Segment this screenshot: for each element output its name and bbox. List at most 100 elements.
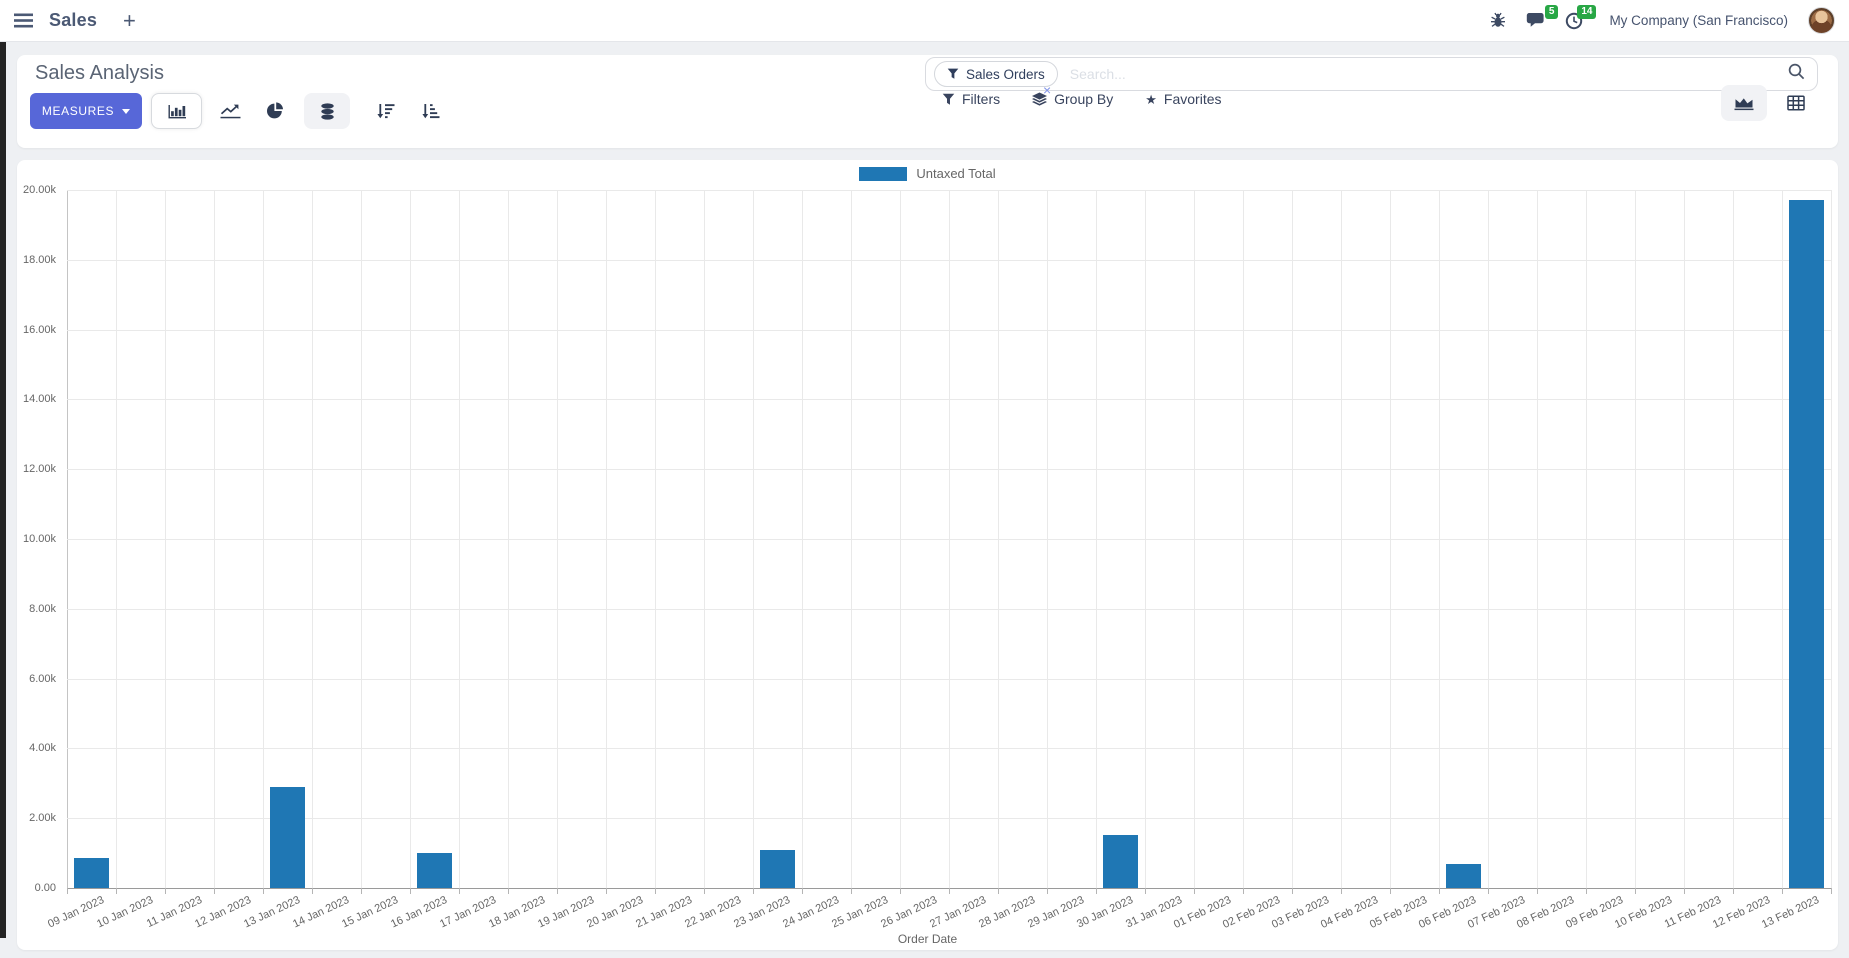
x-axis-tick xyxy=(606,888,607,894)
v-gridline xyxy=(606,190,607,888)
v-gridline xyxy=(116,190,117,888)
v-gridline xyxy=(1537,190,1538,888)
v-gridline xyxy=(508,190,509,888)
apps-menu-icon[interactable] xyxy=(14,13,33,28)
y-tick-label: 4.00k xyxy=(29,742,56,755)
x-axis-tick xyxy=(851,888,852,894)
debug-bug-icon[interactable] xyxy=(1490,12,1506,29)
filters-button[interactable]: Filters xyxy=(942,91,1000,107)
bar-chart-icon xyxy=(168,105,186,119)
bar-06-feb-2023[interactable] xyxy=(1446,864,1481,888)
v-gridline xyxy=(1439,190,1440,888)
v-gridline xyxy=(557,190,558,888)
bar-16-jan-2023[interactable] xyxy=(417,853,452,888)
v-gridline xyxy=(263,190,264,888)
company-switcher[interactable]: My Company (San Francisco) xyxy=(1609,13,1788,28)
v-gridline xyxy=(851,190,852,888)
v-gridline xyxy=(1488,190,1489,888)
messages-button[interactable]: 5 xyxy=(1526,5,1559,29)
v-gridline xyxy=(1831,190,1832,888)
new-tab-button[interactable]: + xyxy=(123,7,136,33)
sort-ascending-button[interactable] xyxy=(409,93,453,129)
x-axis-tick xyxy=(165,888,166,894)
y-tick-label: 12.00k xyxy=(22,463,56,476)
legend-label: Untaxed Total xyxy=(916,166,996,181)
pie-chart-button[interactable] xyxy=(253,93,297,129)
x-axis-tick xyxy=(1586,888,1587,894)
measures-label: MEASURES xyxy=(41,104,115,118)
x-axis-tick xyxy=(1390,888,1391,894)
v-gridline xyxy=(214,190,215,888)
chart-legend[interactable]: Untaxed Total xyxy=(17,166,1838,181)
y-tick-label: 18.00k xyxy=(22,253,56,266)
v-gridline xyxy=(1782,190,1783,888)
x-axis-tick xyxy=(1292,888,1293,894)
app-name[interactable]: Sales xyxy=(49,10,98,30)
facet-remove-icon[interactable]: × xyxy=(1043,82,1052,98)
search-bar[interactable]: Sales Orders Search... × xyxy=(925,57,1818,97)
search-facet-sales-orders[interactable]: Sales Orders xyxy=(934,61,1058,87)
x-tick-label: 10 Jan 2023 xyxy=(95,894,156,931)
filter-funnel-icon xyxy=(947,68,959,79)
v-gridline xyxy=(1194,190,1195,888)
v-gridline xyxy=(1586,190,1587,888)
x-axis-tick xyxy=(312,888,313,894)
bar-23-jan-2023[interactable] xyxy=(760,850,795,888)
v-gridline xyxy=(312,190,313,888)
line-chart-button[interactable] xyxy=(208,93,252,129)
x-axis-tick xyxy=(949,888,950,894)
bar-09-jan-2023[interactable] xyxy=(74,858,109,888)
activities-button[interactable]: 14 xyxy=(1565,4,1597,30)
control-panel: Sales Analysis Sales Orders Search... × … xyxy=(17,55,1838,148)
y-tick-label: 8.00k xyxy=(29,602,56,615)
activities-count-badge: 14 xyxy=(1577,4,1597,19)
bar-30-jan-2023[interactable] xyxy=(1103,835,1138,888)
view-switcher xyxy=(1721,85,1819,121)
sort-desc-icon xyxy=(377,104,395,119)
screen-edge-strip xyxy=(0,42,6,938)
measures-button[interactable]: MEASURES xyxy=(30,93,142,129)
sort-descending-button[interactable] xyxy=(364,93,408,129)
plot-area: 09 Jan 2023 10 Jan 2023 11 Jan 2023 12 Jan … xyxy=(46,190,1832,931)
bar-chart-button[interactable] xyxy=(151,93,202,129)
graph-view-button[interactable] xyxy=(1721,85,1767,121)
x-axis-tick xyxy=(1831,888,1832,894)
y-tick-label: 2.00k xyxy=(29,812,56,825)
x-axis-tick xyxy=(1537,888,1538,894)
x-axis-tick xyxy=(1488,888,1489,894)
facet-label: Sales Orders xyxy=(966,66,1045,82)
y-tick-label: 16.00k xyxy=(22,323,56,336)
search-options-row: Filters Group By ★ Favorites xyxy=(942,91,1222,107)
search-input[interactable]: Search... xyxy=(1069,66,1126,82)
user-avatar[interactable] xyxy=(1808,7,1835,34)
v-gridline xyxy=(459,190,460,888)
bar-13-jan-2023[interactable] xyxy=(270,787,305,888)
v-gridline xyxy=(1096,190,1097,888)
line-chart-icon xyxy=(220,104,240,119)
search-icon[interactable] xyxy=(1788,63,1805,85)
v-gridline xyxy=(1390,190,1391,888)
bar-13-feb-2023[interactable] xyxy=(1789,200,1824,888)
pie-chart-icon xyxy=(267,102,283,119)
database-stack-icon xyxy=(320,102,334,120)
favorites-button[interactable]: ★ Favorites xyxy=(1145,91,1221,107)
navbar-right: 5 14 My Company (San Francisco) xyxy=(1490,4,1835,34)
pivot-view-button[interactable] xyxy=(1773,85,1819,121)
x-axis-tick xyxy=(1341,888,1342,894)
v-gridline xyxy=(361,190,362,888)
area-chart-icon xyxy=(1734,98,1754,111)
v-gridline xyxy=(1341,190,1342,888)
x-axis-tick xyxy=(410,888,411,894)
x-axis-tick xyxy=(214,888,215,894)
legend-color-box xyxy=(859,166,908,181)
stacked-toggle-button[interactable] xyxy=(304,93,350,129)
group-by-button[interactable]: Group By xyxy=(1032,91,1113,107)
page-title: Sales Analysis xyxy=(35,62,164,84)
y-tick-label: 20.00k xyxy=(22,184,56,196)
x-axis-tick xyxy=(1047,888,1048,894)
v-gridline xyxy=(998,190,999,888)
x-axis-tick xyxy=(459,888,460,894)
v-gridline xyxy=(753,190,754,888)
x-axis-tick xyxy=(1635,888,1636,894)
x-axis-tick xyxy=(655,888,656,894)
